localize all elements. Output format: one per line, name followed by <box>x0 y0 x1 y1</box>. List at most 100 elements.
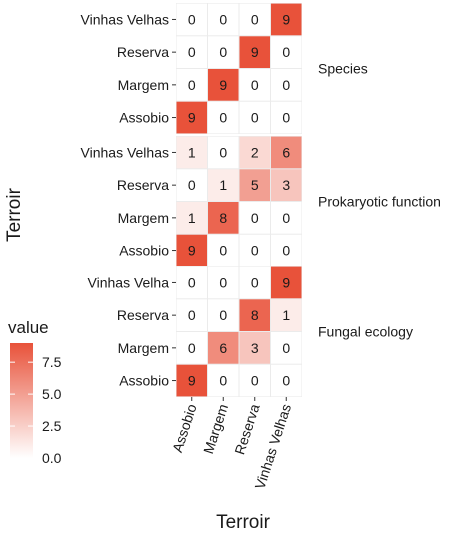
heatmap-cell <box>239 202 270 234</box>
heatmap-cell <box>176 69 207 101</box>
cell-value-label: 0 <box>251 77 259 93</box>
facet-panel: Vinhas Velhas 1 0 2 6 Reserva 0 1 5 3 Margem 1 8 0 0 As… <box>81 136 441 267</box>
heatmap-cell <box>176 234 207 267</box>
cell-value-label: 9 <box>282 11 290 27</box>
cell-value-label: 1 <box>282 307 290 323</box>
y-tick-label: Vinhas Velhas <box>81 11 169 27</box>
cell-value-label: 0 <box>251 110 259 126</box>
cell-value-label: 9 <box>251 44 259 60</box>
cell-value-label: 0 <box>282 44 290 60</box>
heatmap-cell <box>271 36 302 68</box>
heatmap-cell <box>208 136 239 169</box>
cell-value-label: 8 <box>251 307 259 323</box>
x-tick-label: Margem <box>200 402 231 456</box>
y-tick-label: Margem <box>118 340 169 356</box>
heatmap-cell <box>176 169 207 201</box>
cell-value-label: 1 <box>219 177 227 193</box>
heatmap-cell <box>176 299 207 331</box>
y-tick-label: Assobio <box>119 110 169 126</box>
y-tick-label: Assobio <box>119 243 169 259</box>
y-tick-label: Reserva <box>117 44 169 60</box>
cell-value-label: 0 <box>219 373 227 389</box>
heatmap-cell <box>239 101 270 134</box>
heatmap-cell <box>271 202 302 234</box>
heatmap-cell <box>176 101 207 134</box>
y-tick-label: Vinhas Velhas <box>81 144 169 160</box>
heatmap-cell <box>271 364 302 397</box>
heatmap-cell <box>208 101 239 134</box>
x-axis-title: Terroir <box>216 512 271 533</box>
heatmap-cell <box>239 234 270 267</box>
heatmap-cell <box>271 266 302 299</box>
heatmap-cell <box>239 36 270 68</box>
cell-value-label: 9 <box>219 77 227 93</box>
heatmap-cell <box>176 364 207 397</box>
heatmap-cell <box>239 136 270 169</box>
cell-value-label: 0 <box>282 243 290 259</box>
heatmap-cell <box>271 69 302 101</box>
cell-value-label: 0 <box>219 243 227 259</box>
cell-value-label: 0 <box>219 44 227 60</box>
heatmap-cell <box>271 3 302 36</box>
cell-value-label: 0 <box>219 144 227 160</box>
facet-strip-label: Species <box>318 61 368 77</box>
legend-tick-label: 7.5 <box>42 354 62 370</box>
y-tick-label: Vinhas Velha <box>88 274 170 290</box>
y-tick-label: Margem <box>118 210 169 226</box>
cell-value-label: 5 <box>251 177 259 193</box>
y-tick-label: Reserva <box>117 177 169 193</box>
cell-value-label: 1 <box>188 210 196 226</box>
heatmap-cell <box>271 299 302 331</box>
cell-value-label: 0 <box>188 77 196 93</box>
heatmap-cell <box>239 169 270 201</box>
heatmap-cell <box>239 364 270 397</box>
cell-value-label: 0 <box>188 177 196 193</box>
legend-title: value <box>8 318 49 337</box>
legend-colorbar <box>10 343 33 458</box>
legend-ticks: 7.5 5.0 2.5 0.0 <box>10 354 62 466</box>
heatmap-cell <box>176 136 207 169</box>
cell-value-label: 0 <box>251 210 259 226</box>
facet-panel: Vinhas Velhas 0 0 0 9 Reserva 0 0 9 0 Margem 0 9 0 0 As… <box>81 3 368 134</box>
cell-value-label: 9 <box>188 373 196 389</box>
heatmap-cell <box>208 36 239 68</box>
cell-value-label: 0 <box>188 44 196 60</box>
heatmap-cell <box>208 299 239 331</box>
cell-value-label: 0 <box>251 11 259 27</box>
facet-strip-label: Fungal ecology <box>318 324 413 340</box>
facet-strip-label: Prokaryotic function <box>318 194 441 210</box>
heatmap-cell <box>271 332 302 364</box>
heatmap-cell <box>271 136 302 169</box>
heatmap-cell <box>208 234 239 267</box>
legend-tick-label: 5.0 <box>42 386 62 402</box>
cell-value-label: 2 <box>251 144 259 160</box>
cell-value-label: 0 <box>251 274 259 290</box>
legend-tick-label: 2.5 <box>42 418 62 434</box>
cell-value-label: 9 <box>188 243 196 259</box>
cell-value-label: 9 <box>188 110 196 126</box>
cell-value-label: 0 <box>219 274 227 290</box>
cell-value-label: 0 <box>282 340 290 356</box>
heatmap-cell <box>208 266 239 299</box>
cell-value-label: 0 <box>282 77 290 93</box>
facet-panel: Vinhas Velha 0 0 0 9 Reserva 0 0 8 1 Margem 0 6 3 0 Ass… <box>88 266 413 397</box>
heatmap-cell <box>271 101 302 134</box>
cell-value-label: 6 <box>219 340 227 356</box>
heatmap-cell <box>208 364 239 397</box>
heatmap-cell <box>176 36 207 68</box>
cell-value-label: 0 <box>282 210 290 226</box>
cell-value-label: 0 <box>251 373 259 389</box>
heatmap-cell <box>208 332 239 364</box>
heatmap-cell <box>176 266 207 299</box>
cell-value-label: 3 <box>282 177 290 193</box>
heatmap-cell <box>208 202 239 234</box>
heatmap-cell <box>176 202 207 234</box>
y-tick-label: Reserva <box>117 307 169 323</box>
cell-value-label: 0 <box>219 110 227 126</box>
cell-value-label: 0 <box>282 110 290 126</box>
heatmap-cell <box>239 3 270 36</box>
cell-value-label: 0 <box>188 307 196 323</box>
cell-value-label: 0 <box>188 11 196 27</box>
